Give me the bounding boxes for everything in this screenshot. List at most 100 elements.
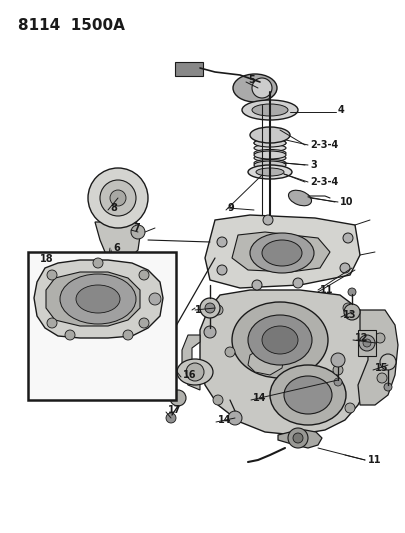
Circle shape bbox=[139, 270, 149, 280]
Ellipse shape bbox=[254, 161, 286, 169]
Circle shape bbox=[293, 433, 303, 443]
Ellipse shape bbox=[254, 151, 286, 159]
Circle shape bbox=[225, 347, 235, 357]
Text: 14: 14 bbox=[218, 415, 232, 425]
Circle shape bbox=[170, 390, 186, 406]
Circle shape bbox=[333, 365, 343, 375]
Text: 6: 6 bbox=[113, 243, 120, 253]
Text: 12: 12 bbox=[355, 333, 369, 343]
Ellipse shape bbox=[76, 285, 120, 313]
Circle shape bbox=[65, 330, 75, 340]
Circle shape bbox=[344, 304, 360, 320]
Circle shape bbox=[47, 318, 57, 328]
Circle shape bbox=[217, 237, 227, 247]
Circle shape bbox=[93, 258, 103, 268]
Ellipse shape bbox=[262, 240, 302, 266]
Circle shape bbox=[348, 288, 356, 296]
Circle shape bbox=[343, 233, 353, 243]
Ellipse shape bbox=[232, 302, 328, 378]
Circle shape bbox=[100, 180, 136, 216]
Circle shape bbox=[359, 335, 375, 351]
Circle shape bbox=[252, 280, 262, 290]
Circle shape bbox=[293, 278, 303, 288]
Text: 10: 10 bbox=[340, 197, 354, 207]
Text: 11: 11 bbox=[320, 285, 333, 295]
Text: 11: 11 bbox=[368, 455, 382, 465]
Polygon shape bbox=[248, 345, 285, 375]
Ellipse shape bbox=[254, 140, 286, 147]
Ellipse shape bbox=[250, 233, 314, 273]
Polygon shape bbox=[200, 290, 370, 435]
Text: 18: 18 bbox=[40, 254, 53, 264]
Ellipse shape bbox=[254, 144, 286, 151]
Circle shape bbox=[139, 318, 149, 328]
Text: 2-3-4: 2-3-4 bbox=[310, 140, 338, 150]
Text: 9: 9 bbox=[228, 203, 235, 213]
Circle shape bbox=[375, 333, 385, 343]
Ellipse shape bbox=[242, 100, 298, 120]
Ellipse shape bbox=[177, 359, 213, 385]
Polygon shape bbox=[278, 430, 322, 448]
Circle shape bbox=[363, 339, 371, 347]
Text: 17: 17 bbox=[168, 405, 181, 415]
Ellipse shape bbox=[254, 149, 286, 157]
Ellipse shape bbox=[288, 190, 311, 206]
Bar bbox=[28, 252, 176, 400]
Ellipse shape bbox=[254, 139, 286, 147]
Circle shape bbox=[204, 326, 216, 338]
Circle shape bbox=[213, 305, 223, 315]
Text: 5: 5 bbox=[248, 75, 255, 85]
Circle shape bbox=[133, 254, 143, 264]
Circle shape bbox=[334, 378, 342, 386]
Circle shape bbox=[228, 411, 242, 425]
Ellipse shape bbox=[233, 74, 277, 102]
Text: 13: 13 bbox=[343, 310, 356, 320]
Bar bbox=[175, 62, 203, 76]
Circle shape bbox=[377, 373, 387, 383]
Polygon shape bbox=[46, 272, 140, 326]
Ellipse shape bbox=[252, 104, 288, 116]
Circle shape bbox=[288, 428, 308, 448]
Polygon shape bbox=[205, 215, 360, 288]
Circle shape bbox=[47, 270, 57, 280]
Bar bbox=[157, 367, 171, 377]
Circle shape bbox=[340, 263, 350, 273]
Ellipse shape bbox=[254, 155, 286, 161]
Polygon shape bbox=[34, 260, 163, 338]
Text: 4: 4 bbox=[338, 105, 345, 115]
Ellipse shape bbox=[254, 159, 286, 166]
Circle shape bbox=[101, 254, 111, 264]
Bar bbox=[96, 252, 146, 266]
Circle shape bbox=[131, 225, 145, 239]
Circle shape bbox=[217, 265, 227, 275]
Circle shape bbox=[88, 168, 148, 228]
Circle shape bbox=[166, 413, 176, 423]
Text: 16: 16 bbox=[183, 370, 196, 380]
Circle shape bbox=[384, 383, 392, 391]
Circle shape bbox=[200, 298, 220, 318]
Ellipse shape bbox=[248, 315, 312, 365]
Text: 8: 8 bbox=[110, 203, 117, 213]
Circle shape bbox=[149, 293, 161, 305]
Circle shape bbox=[331, 353, 345, 367]
Ellipse shape bbox=[270, 365, 346, 425]
Circle shape bbox=[343, 303, 353, 313]
Ellipse shape bbox=[250, 127, 290, 143]
Ellipse shape bbox=[60, 274, 136, 324]
Circle shape bbox=[213, 395, 223, 405]
Ellipse shape bbox=[262, 326, 298, 354]
Polygon shape bbox=[232, 232, 330, 272]
Ellipse shape bbox=[256, 168, 284, 176]
Text: 7: 7 bbox=[133, 223, 140, 233]
Text: 1: 1 bbox=[195, 305, 202, 315]
Ellipse shape bbox=[284, 376, 332, 414]
Circle shape bbox=[263, 215, 273, 225]
Text: 8114  1500A: 8114 1500A bbox=[18, 18, 125, 33]
Text: 2-3-4: 2-3-4 bbox=[310, 177, 338, 187]
Ellipse shape bbox=[248, 165, 292, 179]
Text: 14: 14 bbox=[253, 393, 266, 403]
Polygon shape bbox=[358, 310, 398, 405]
Circle shape bbox=[252, 78, 272, 98]
Circle shape bbox=[345, 403, 355, 413]
Circle shape bbox=[380, 354, 396, 370]
